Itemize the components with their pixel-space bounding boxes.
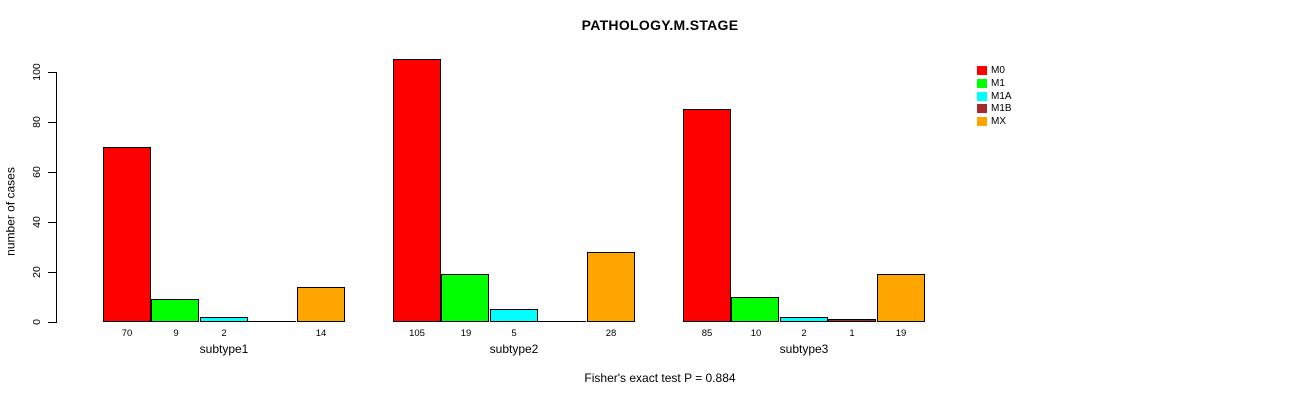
bar-value-label: 10 — [750, 328, 762, 339]
bar-value-label: 85 — [701, 328, 713, 339]
bar-m1-subtype1 — [151, 299, 199, 322]
bar-m1-subtype3 — [731, 297, 779, 322]
legend-swatch-mx — [977, 117, 987, 126]
y-axis-tick — [48, 122, 56, 123]
bar-m1b-subtype3 — [828, 319, 876, 322]
legend-item-mx: MX — [977, 116, 1006, 127]
y-axis-line — [56, 72, 57, 323]
bar-value-label: 70 — [121, 328, 133, 339]
legend-label: M0 — [991, 65, 1005, 76]
legend-label: M1 — [991, 78, 1005, 89]
bar-m1a-subtype2 — [490, 309, 538, 322]
bar-value-label: 19 — [895, 328, 907, 339]
bar-value-label: 19 — [460, 328, 472, 339]
bar-value-label: 14 — [315, 328, 327, 339]
legend-item-m1: M1 — [977, 78, 1005, 89]
legend-swatch-m0 — [977, 66, 987, 75]
legend-item-m1b: M1B — [977, 103, 1012, 114]
y-axis-tick — [48, 222, 56, 223]
bar-mx-subtype1 — [297, 287, 345, 322]
bar-m1a-subtype1 — [200, 317, 248, 322]
bar-value-label: 9 — [173, 328, 179, 339]
bar-m1-subtype2 — [441, 274, 489, 322]
legend-label: MX — [991, 116, 1006, 127]
bar-value-label: 5 — [511, 328, 517, 339]
category-label-subtype2: subtype2 — [489, 342, 539, 356]
category-label-subtype3: subtype3 — [779, 342, 829, 356]
bar-value-label: 2 — [801, 328, 807, 339]
bar-m0-subtype3 — [683, 109, 731, 322]
legend-label: M1A — [991, 91, 1012, 102]
legend-swatch-m1a — [977, 92, 987, 101]
legend-swatch-m1 — [977, 79, 987, 88]
y-axis-label: number of cases — [3, 167, 18, 256]
bar-value-label: 1 — [849, 328, 855, 339]
bar-value-label: 2 — [221, 328, 227, 339]
y-axis-tick-label: 100 — [31, 63, 43, 81]
legend-label: M1B — [991, 103, 1012, 114]
bar-mx-subtype3 — [877, 274, 925, 322]
fisher-test-annotation: Fisher's exact test P = 0.884 — [584, 371, 736, 385]
legend-item-m1a: M1A — [977, 91, 1012, 102]
y-axis-tick — [48, 172, 56, 173]
category-label-subtype1: subtype1 — [199, 342, 249, 356]
y-axis-tick — [48, 322, 56, 323]
legend-item-m0: M0 — [977, 65, 1005, 76]
bar-mx-subtype2 — [587, 252, 635, 322]
bar-m1a-subtype3 — [780, 317, 828, 322]
legend-swatch-m1b — [977, 104, 987, 113]
bar-m0-subtype1 — [103, 147, 151, 322]
y-axis-tick — [48, 72, 56, 73]
bar-m0-subtype2 — [393, 59, 441, 322]
y-axis-tick — [48, 272, 56, 273]
bar-m1b-subtype1-zero — [248, 321, 296, 322]
chart-title: PATHOLOGY.M.STAGE — [581, 17, 739, 33]
bar-value-label: 28 — [605, 328, 617, 339]
bar-m1b-subtype2-zero — [538, 321, 586, 322]
bar-value-label: 105 — [409, 328, 425, 339]
